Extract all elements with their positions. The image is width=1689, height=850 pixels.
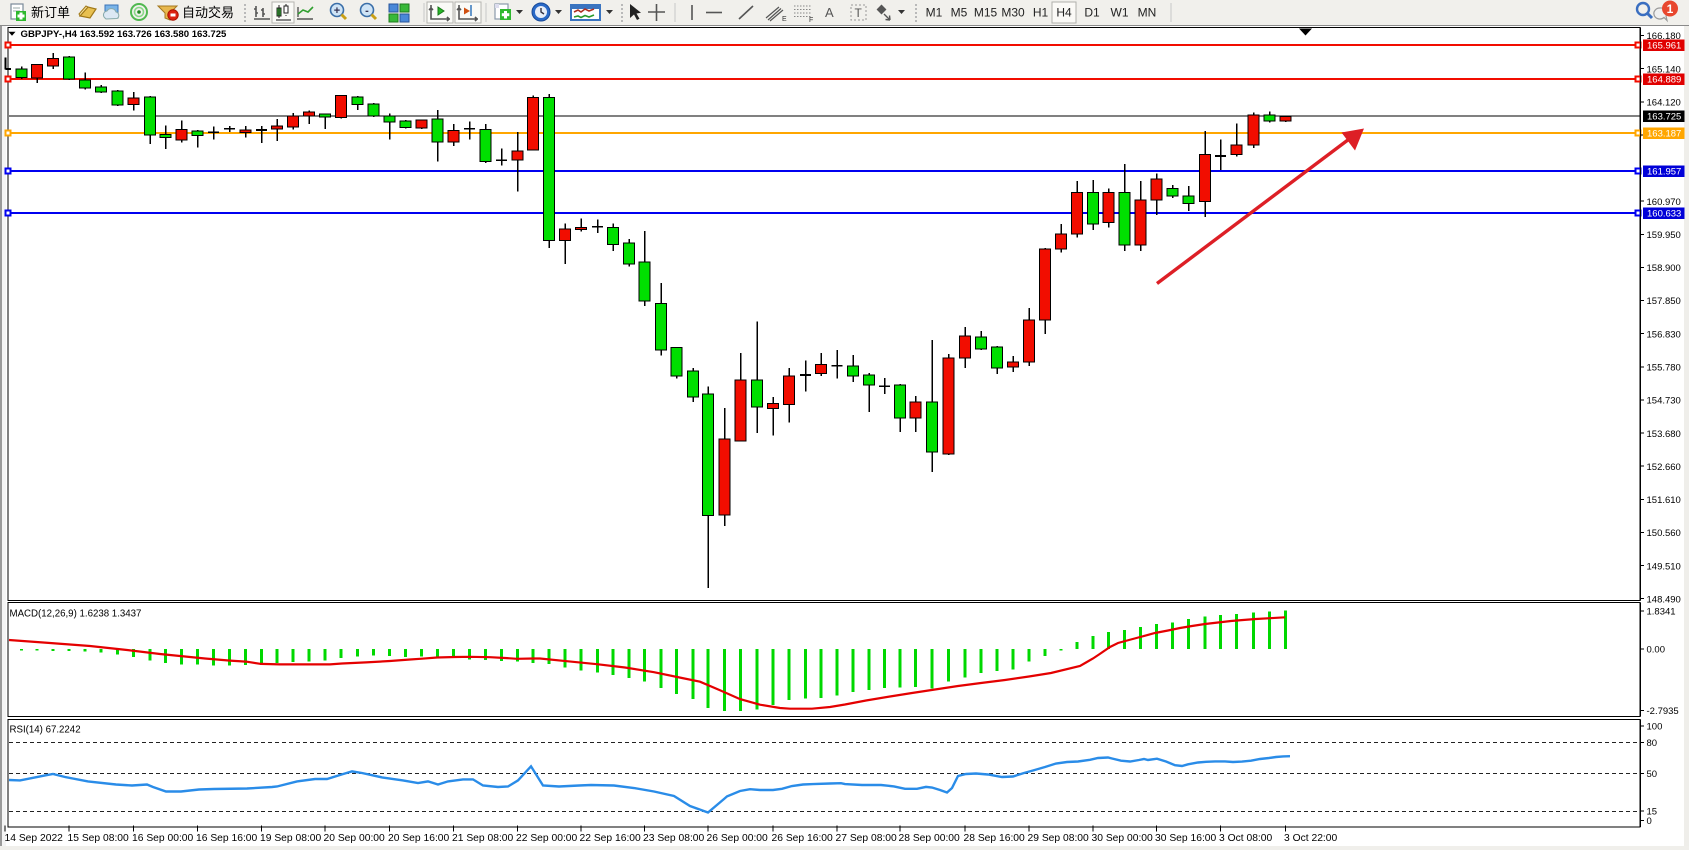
svg-text:RSI(14) 67.2242: RSI(14) 67.2242: [10, 725, 81, 736]
svg-text:M30: M30: [1001, 6, 1025, 20]
svg-text:160.633: 160.633: [1647, 209, 1681, 220]
svg-text:14 Sep 2022: 14 Sep 2022: [5, 833, 64, 844]
svg-text:30 Sep 16:00: 30 Sep 16:00: [1155, 833, 1217, 844]
svg-text:1.8341: 1.8341: [1647, 607, 1676, 618]
svg-text:新订单: 新订单: [31, 5, 70, 20]
svg-text:157.850: 157.850: [1647, 296, 1681, 307]
svg-text:28 Sep 16:00: 28 Sep 16:00: [964, 833, 1026, 844]
svg-text:28 Sep 00:00: 28 Sep 00:00: [899, 833, 961, 844]
svg-text:30 Sep 00:00: 30 Sep 00:00: [1092, 833, 1154, 844]
svg-text:M15: M15: [974, 6, 998, 20]
svg-text:21 Sep 08:00: 21 Sep 08:00: [452, 833, 514, 844]
svg-text:100: 100: [1647, 722, 1663, 733]
svg-text:M5: M5: [951, 6, 968, 20]
svg-text:-: -: [365, 5, 369, 17]
svg-text:0: 0: [1647, 816, 1652, 827]
svg-text:19 Sep 08:00: 19 Sep 08:00: [260, 833, 322, 844]
svg-text:16 Sep 16:00: 16 Sep 16:00: [196, 833, 258, 844]
svg-text:自动交易: 自动交易: [182, 5, 234, 20]
svg-text:M1: M1: [926, 6, 943, 20]
svg-text:W1: W1: [1111, 6, 1129, 20]
svg-text:26 Sep 16:00: 26 Sep 16:00: [772, 833, 834, 844]
svg-text:E: E: [782, 16, 787, 23]
svg-text:3 Oct 22:00: 3 Oct 22:00: [1284, 833, 1338, 844]
svg-text:27 Sep 08:00: 27 Sep 08:00: [836, 833, 898, 844]
svg-text:152.660: 152.660: [1647, 462, 1681, 473]
svg-text:165.961: 165.961: [1647, 41, 1681, 52]
svg-text:80: 80: [1647, 738, 1658, 749]
svg-text:165.140: 165.140: [1647, 64, 1681, 75]
svg-text:20 Sep 16:00: 20 Sep 16:00: [388, 833, 450, 844]
svg-text:148.490: 148.490: [1647, 594, 1681, 605]
svg-text:20 Sep 00:00: 20 Sep 00:00: [324, 833, 386, 844]
svg-text:151.610: 151.610: [1647, 495, 1681, 506]
svg-text:1: 1: [1667, 2, 1674, 16]
svg-text:160.970: 160.970: [1647, 197, 1681, 208]
svg-text:26 Sep 00:00: 26 Sep 00:00: [707, 833, 769, 844]
svg-text:29 Sep 08:00: 29 Sep 08:00: [1028, 833, 1090, 844]
svg-text:F: F: [809, 17, 813, 24]
svg-text:A: A: [825, 5, 834, 20]
svg-text:15 Sep 08:00: 15 Sep 08:00: [68, 833, 130, 844]
svg-text:15: 15: [1647, 807, 1658, 818]
svg-text:-2.7935: -2.7935: [1647, 706, 1679, 717]
svg-text:22 Sep 00:00: 22 Sep 00:00: [516, 833, 578, 844]
svg-text:H4: H4: [1056, 6, 1072, 20]
svg-text:163.187: 163.187: [1647, 129, 1681, 140]
svg-text:MN: MN: [1138, 6, 1157, 20]
svg-text:164.120: 164.120: [1647, 98, 1681, 109]
svg-text:156.830: 156.830: [1647, 329, 1681, 340]
svg-text:163.725: 163.725: [1647, 112, 1681, 123]
svg-text:154.730: 154.730: [1647, 396, 1681, 407]
svg-text:150.560: 150.560: [1647, 528, 1681, 539]
svg-text:161.957: 161.957: [1647, 167, 1681, 178]
svg-text:159.950: 159.950: [1647, 230, 1681, 241]
svg-text:23 Sep 08:00: 23 Sep 08:00: [643, 833, 705, 844]
svg-text:H1: H1: [1033, 6, 1049, 20]
svg-text:149.510: 149.510: [1647, 561, 1681, 572]
svg-text:MACD(12,26,9) 1.6238 1.3437: MACD(12,26,9) 1.6238 1.3437: [10, 609, 142, 620]
svg-text:T: T: [855, 6, 863, 20]
svg-text:158.900: 158.900: [1647, 263, 1681, 274]
svg-text:50: 50: [1647, 769, 1658, 780]
svg-text:155.780: 155.780: [1647, 363, 1681, 374]
svg-text:GBPJPY-,H4 163.592 163.726 16: GBPJPY-,H4 163.592 163.726 163.580 163.7…: [21, 29, 228, 40]
svg-text:D1: D1: [1084, 6, 1100, 20]
svg-text:166.180: 166.180: [1647, 31, 1681, 42]
svg-text:16 Sep 00:00: 16 Sep 00:00: [132, 833, 194, 844]
svg-text:164.889: 164.889: [1647, 75, 1681, 86]
svg-text:0.00: 0.00: [1647, 645, 1666, 656]
svg-text:3 Oct 08:00: 3 Oct 08:00: [1219, 833, 1273, 844]
svg-text:+: +: [334, 5, 340, 17]
svg-text:22 Sep 16:00: 22 Sep 16:00: [580, 833, 642, 844]
svg-text:153.680: 153.680: [1647, 429, 1681, 440]
